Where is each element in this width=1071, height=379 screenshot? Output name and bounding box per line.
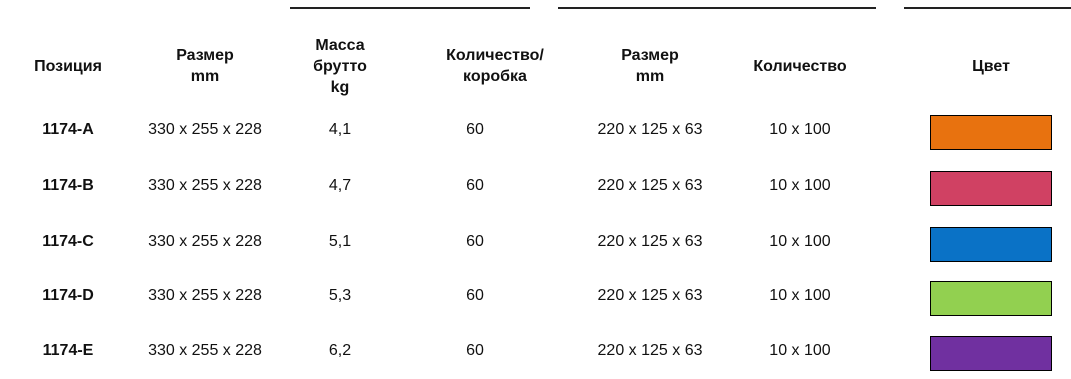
color-swatch	[930, 336, 1052, 371]
cell-qty-box: 60	[466, 233, 484, 250]
header-color: Цвет	[972, 57, 1010, 75]
header-size-2: Размер mm	[621, 47, 679, 85]
cell-gross-mass: 5,3	[328, 287, 352, 304]
cell-gross-mass: 5,1	[328, 233, 352, 250]
table-row: 1174-C 330 x 255 x 228 5,1 60 220 x 125 x 63…	[0, 214, 1071, 270]
cell-gross-mass: 6,2	[328, 342, 352, 359]
cell-size2: 220 x 125 x 63	[597, 233, 703, 250]
cell-gross-mass: 4,1	[328, 121, 352, 138]
header-size: Размер mm	[176, 47, 234, 85]
cell-qty: 10 x 100	[769, 342, 831, 359]
cell-position: 1174-A	[42, 121, 94, 138]
top-rule-right	[904, 7, 1071, 9]
cell-qty-box: 60	[466, 121, 484, 138]
cell-qty-box: 60	[466, 342, 484, 359]
cell-qty-box: 60	[466, 177, 484, 194]
cell-gross-mass: 4,7	[328, 177, 352, 194]
cell-size: 330 x 255 x 228	[148, 342, 262, 359]
cell-size2: 220 x 125 x 63	[597, 177, 703, 194]
cell-size2: 220 x 125 x 63	[597, 342, 703, 359]
cell-position: 1174-D	[42, 287, 94, 304]
header-qty-per-box: Количество/ коробка	[446, 47, 544, 85]
cell-position: 1174-C	[42, 233, 94, 250]
cell-qty: 10 x 100	[769, 121, 831, 138]
color-swatch	[930, 171, 1052, 206]
color-swatch	[930, 115, 1052, 150]
cell-size2: 220 x 125 x 63	[597, 287, 703, 304]
header-position: Позиция	[34, 57, 102, 75]
top-rule-left	[290, 7, 530, 9]
table-row: 1174-E 330 x 255 x 228 6,2 60 220 x 125 x 63…	[0, 323, 1071, 379]
cell-position: 1174-B	[42, 177, 94, 194]
header-quantity: Количество	[753, 57, 847, 75]
cell-size2: 220 x 125 x 63	[597, 121, 703, 138]
color-swatch	[930, 281, 1052, 316]
cell-qty: 10 x 100	[769, 287, 831, 304]
cell-position: 1174-E	[42, 342, 94, 359]
color-swatch	[930, 227, 1052, 262]
cell-size: 330 x 255 x 228	[148, 233, 262, 250]
cell-qty: 10 x 100	[769, 233, 831, 250]
cell-size: 330 x 255 x 228	[148, 287, 262, 304]
table-row: 1174-A 330 x 255 x 228 4,1 60 220 x 125 x 63…	[0, 102, 1071, 158]
table-row: 1174-D 330 x 255 x 228 5,3 60 220 x 125 x 63…	[0, 268, 1071, 324]
cell-qty: 10 x 100	[769, 177, 831, 194]
table-row: 1174-B 330 x 255 x 228 4,7 60 220 x 125 x 63…	[0, 158, 1071, 214]
cell-qty-box: 60	[466, 287, 484, 304]
cell-size: 330 x 255 x 228	[148, 121, 262, 138]
header-gross-mass: Масса брутто kg	[313, 36, 367, 96]
cell-size: 330 x 255 x 228	[148, 177, 262, 194]
top-rule-middle	[558, 7, 876, 9]
